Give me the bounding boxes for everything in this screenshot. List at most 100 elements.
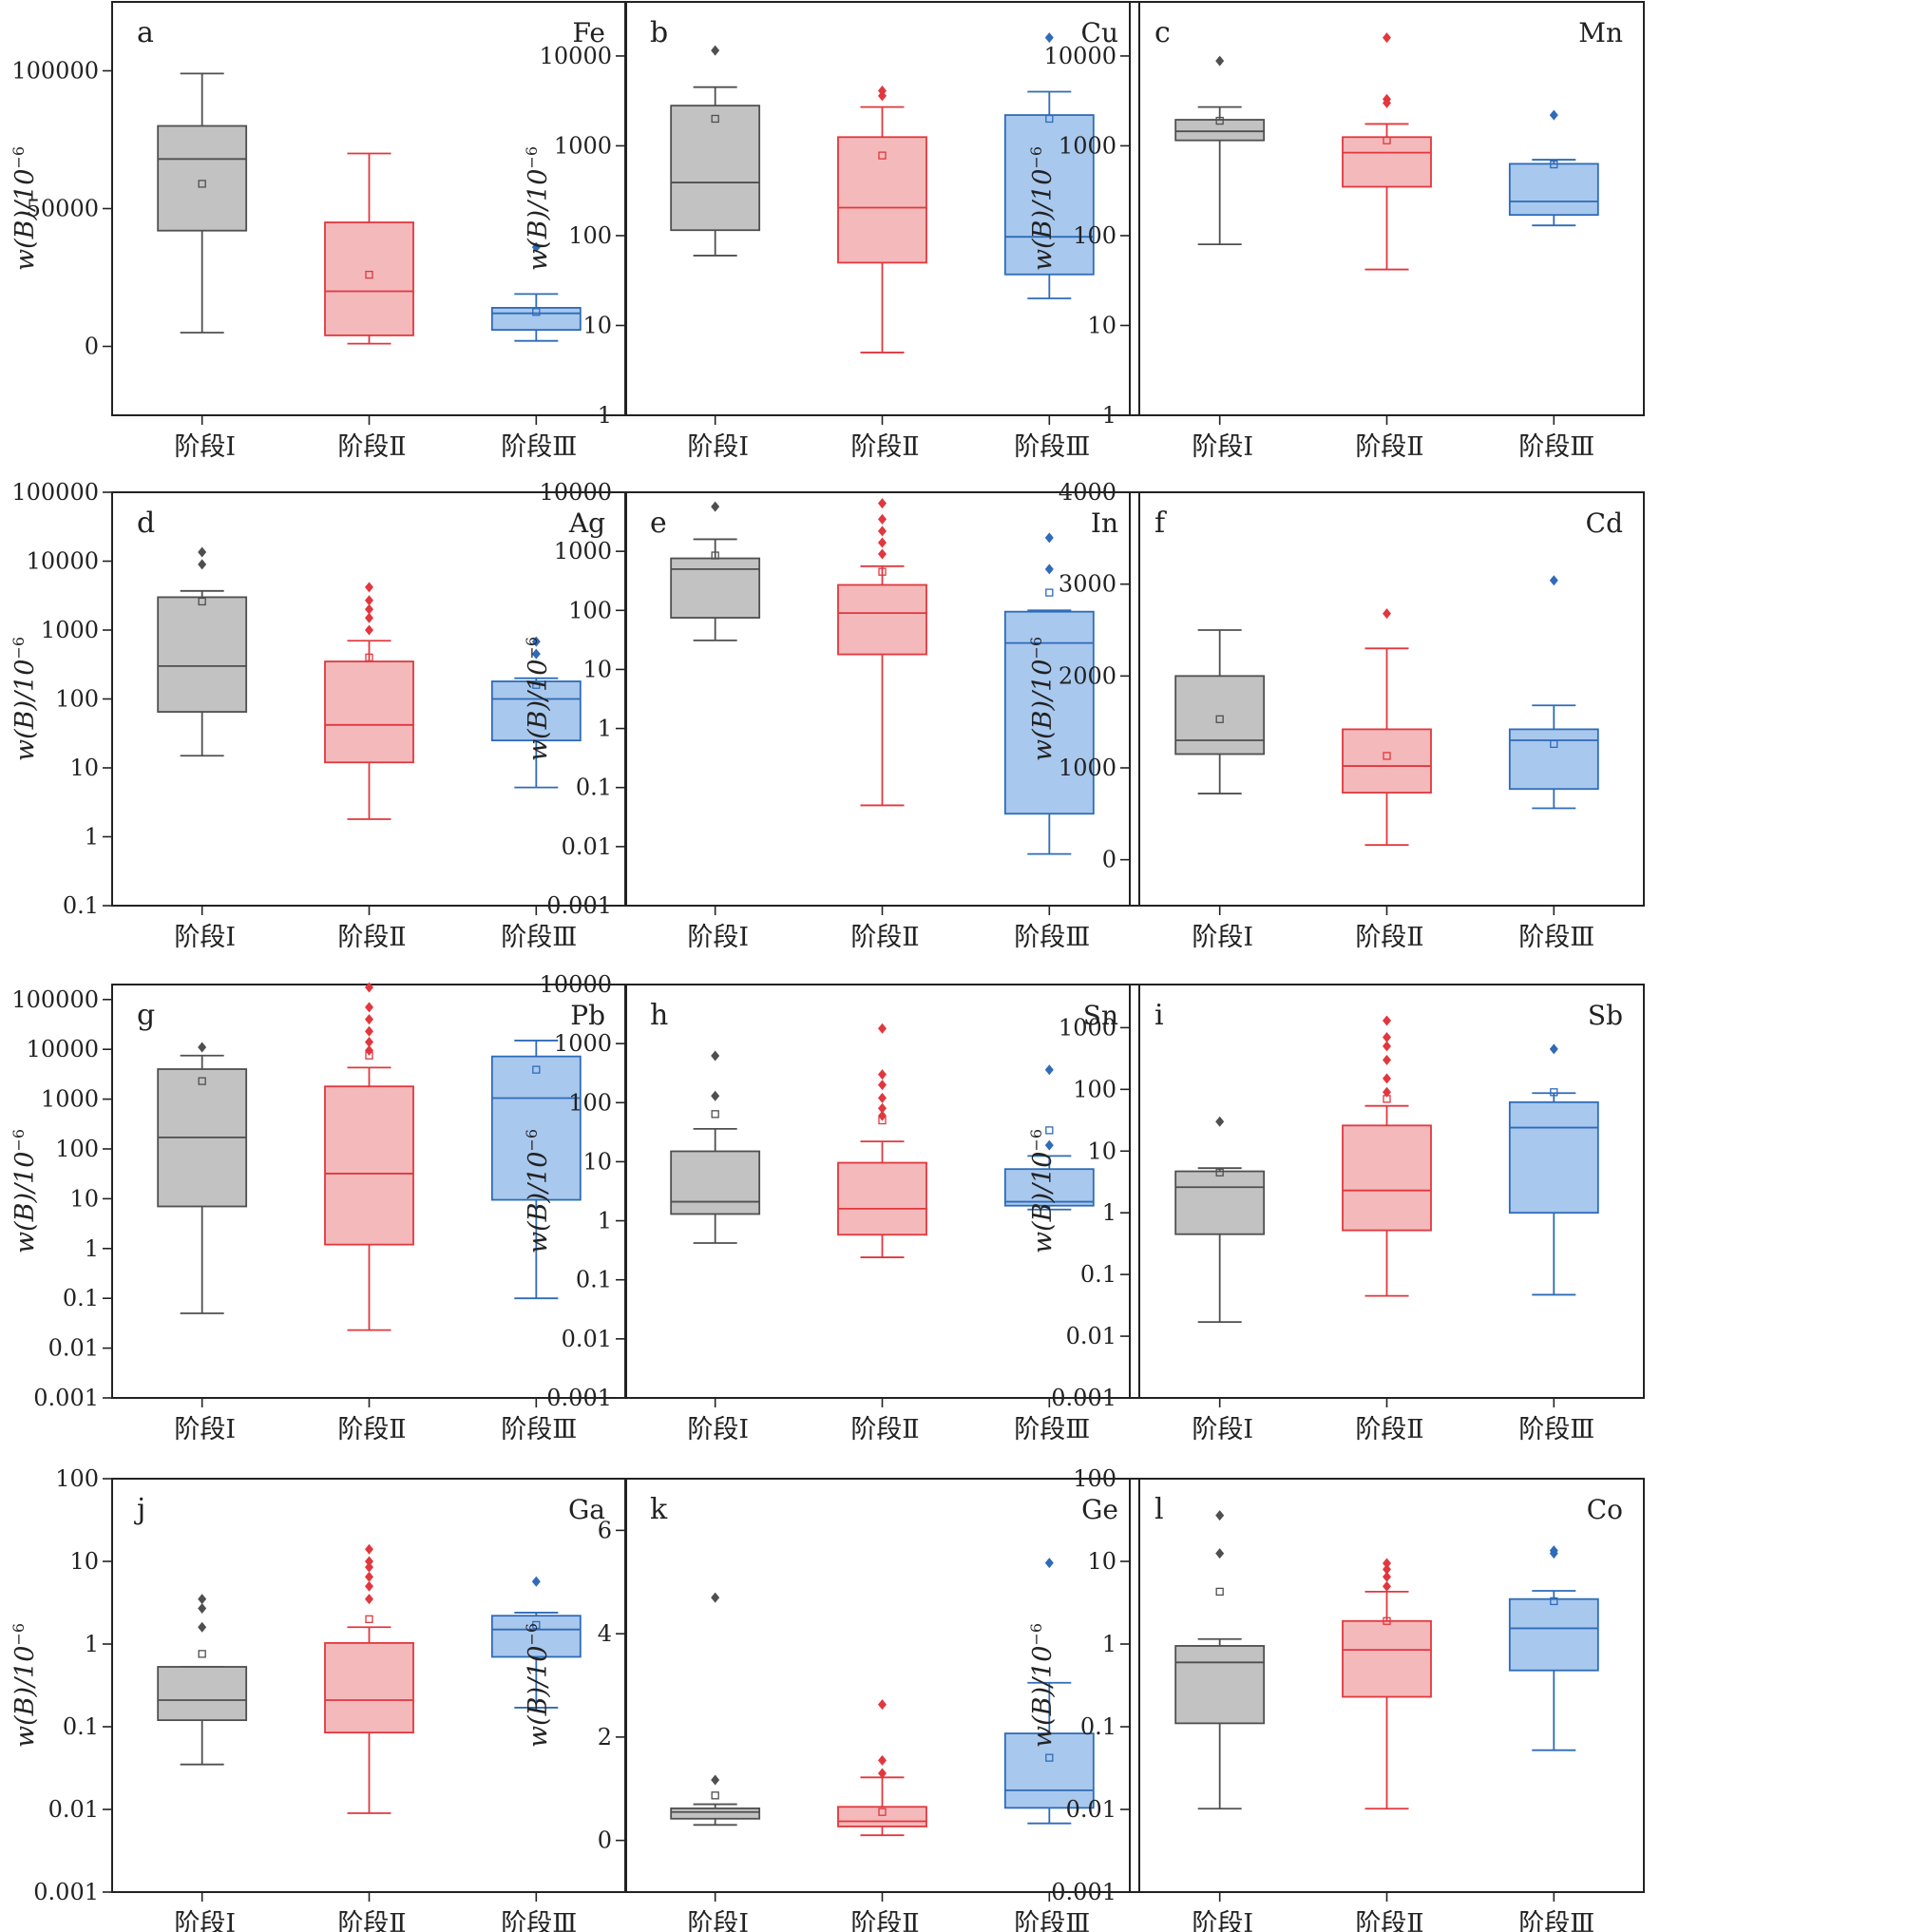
box-3	[1508, 109, 1599, 227]
iqr-box	[490, 306, 582, 331]
panel-letter: a	[137, 16, 154, 49]
panel-f: 0 1000 2000 3000 4000 阶段Ⅰ 阶段Ⅱ 阶段Ⅲ f Cd w(B)/10−6	[1027, 479, 1645, 952]
outlier-point	[365, 1014, 373, 1025]
outlier-point	[1044, 1558, 1054, 1569]
y-axis-title-main: w(B)/10	[524, 1152, 553, 1253]
mean-marker	[1215, 116, 1224, 125]
outlier-point	[1215, 1116, 1225, 1127]
y-tick-label: 1	[598, 716, 612, 742]
y-tick-label: 100	[568, 222, 612, 249]
x-category-label: 阶段Ⅱ	[1355, 1415, 1423, 1444]
y-axis-title-exponent: −6	[1027, 1129, 1045, 1152]
x-category-label: 阶段Ⅱ	[337, 432, 406, 462]
iqr-box	[1342, 1619, 1432, 1698]
box-3	[1003, 32, 1095, 299]
outlier-point	[531, 241, 541, 253]
outlier-point	[365, 612, 373, 623]
box-3	[1508, 1545, 1599, 1751]
outlier-point	[878, 1069, 887, 1081]
y-tick-label: 4	[598, 1620, 612, 1647]
outlier-point	[365, 1037, 373, 1048]
y-tick-label: 1	[85, 824, 99, 851]
x-category-label: 阶段Ⅱ	[337, 1909, 406, 1932]
outlier-point	[878, 1102, 887, 1114]
iqr-box	[1508, 163, 1599, 217]
x-category-label: 阶段Ⅰ	[174, 1415, 236, 1444]
y-tick-label: 50000	[27, 196, 99, 222]
y-axis-title: w(B)/10−6	[523, 146, 553, 271]
box-1	[1174, 629, 1266, 794]
y-axis-title-main: w(B)/10	[1028, 1646, 1058, 1748]
mean-marker	[1045, 588, 1054, 597]
mean-marker	[532, 1065, 541, 1074]
y-tick-label: 0.1	[1080, 1713, 1116, 1740]
iqr-box	[670, 105, 761, 232]
y-tick-label: 1	[1102, 1199, 1116, 1226]
y-tick-label: 10	[1087, 312, 1116, 338]
outlier-point	[365, 1561, 373, 1573]
y-tick-label: 100	[1073, 1076, 1116, 1102]
x-category-label: 阶段Ⅱ	[337, 1415, 406, 1444]
y-tick-label: 100000	[11, 986, 99, 1013]
y-tick-label: 1000	[554, 1030, 612, 1057]
box-1	[670, 1592, 761, 1827]
element-label: Mn	[1578, 17, 1623, 48]
x-category-label: 阶段Ⅰ	[687, 1909, 749, 1932]
outlier-point	[531, 636, 541, 647]
y-tick-label: 0.01	[562, 1326, 612, 1352]
box-2	[1342, 1015, 1432, 1297]
y-tick-label: 10	[1087, 1138, 1116, 1164]
outlier-point	[1383, 1031, 1391, 1043]
box-1	[157, 546, 248, 757]
y-tick-label: 10000	[540, 971, 612, 998]
iqr-box	[1508, 1597, 1599, 1672]
outlier-point	[878, 548, 887, 560]
y-tick-label: 1000	[1059, 755, 1116, 781]
iqr-box	[324, 1085, 414, 1246]
box-1	[157, 1594, 248, 1766]
mean-marker	[1383, 752, 1391, 760]
outlier-point	[365, 1543, 373, 1555]
mean-marker	[1045, 1753, 1054, 1762]
iqr-box	[324, 221, 414, 336]
outlier-point	[1383, 1073, 1391, 1084]
iqr-box	[157, 1666, 248, 1722]
iqr-box	[670, 1150, 761, 1215]
box-3	[1508, 575, 1599, 810]
y-tick-label: 10	[69, 755, 99, 781]
y-tick-label: 0.001	[546, 1385, 612, 1411]
panel-letter: k	[650, 1493, 668, 1526]
box-2	[837, 1699, 927, 1837]
y-tick-label: 0.001	[33, 1879, 99, 1905]
x-category-label: 阶段Ⅲ	[1014, 1909, 1090, 1932]
box-2	[1342, 32, 1432, 271]
box-1	[670, 1050, 761, 1244]
y-axis-title-exponent: −6	[10, 1129, 28, 1152]
y-axis-title-main: w(B)/10	[1028, 1152, 1058, 1253]
mean-marker	[365, 270, 373, 279]
element-label: Sn	[1083, 1000, 1118, 1031]
box-2	[837, 1023, 927, 1258]
outlier-point	[878, 1092, 887, 1103]
y-tick-label: 100	[55, 1136, 99, 1162]
y-tick-label: 1	[1102, 1631, 1116, 1657]
mean-marker	[1215, 1168, 1224, 1176]
iqr-box	[1003, 610, 1095, 815]
x-category-label: 阶段Ⅰ	[687, 1415, 749, 1444]
y-axis-title-exponent: −6	[523, 1129, 541, 1152]
outlier-point	[1549, 1545, 1558, 1557]
box-3	[1003, 1558, 1095, 1825]
panel-letter: l	[1154, 1493, 1164, 1526]
y-tick-label: 0	[598, 1827, 612, 1854]
x-category-label: 阶段Ⅲ	[501, 923, 577, 952]
y-axis-title-main: w(B)/10	[10, 1646, 40, 1748]
x-category-label: 阶段Ⅲ	[1518, 923, 1594, 952]
x-category-label: 阶段Ⅱ	[850, 1909, 919, 1932]
y-axis-title: w(B)/10−6	[523, 637, 553, 761]
y-axis-title-exponent: −6	[523, 637, 541, 660]
outlier-point	[1549, 109, 1558, 121]
